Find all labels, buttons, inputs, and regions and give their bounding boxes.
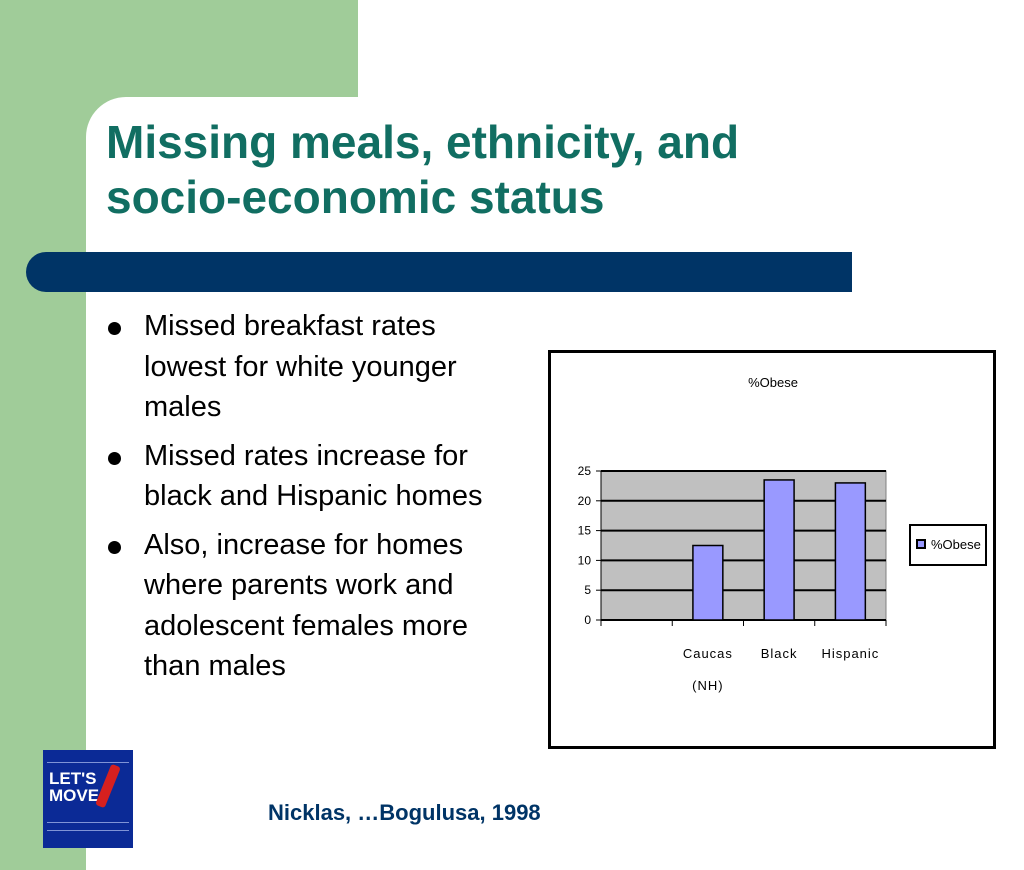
logo-text-line-2: MOVE: [49, 786, 100, 805]
y-tick-label: 5: [584, 583, 591, 597]
obesity-chart: %Obese 0 5 10 15 20 25 Caucas (NH) Black Hispanic%…: [548, 350, 996, 749]
logo-rule: [47, 830, 129, 831]
y-tick-label: 15: [578, 524, 592, 538]
bullet-text: Missed breakfast rates lowest for white …: [144, 310, 457, 423]
bar: [763, 479, 795, 621]
title-line-2: socio-economic status: [106, 171, 605, 223]
x-tick-label: (NH): [692, 678, 723, 693]
chart-svg: %Obese 0 5 10 15 20 25 Caucas (NH) Black Hispanic%…: [578, 375, 987, 693]
y-tick-label: 0: [584, 613, 591, 627]
bullet-dot-icon: [108, 451, 121, 465]
logo-rule: [47, 762, 129, 763]
bullet-dot-icon: [108, 322, 121, 335]
y-tick-label: 25: [578, 464, 592, 478]
chart-title: %Obese: [748, 375, 798, 390]
y-tick-label: 10: [578, 553, 592, 567]
x-tick-label: Black: [761, 646, 798, 661]
bullet-text: Missed rates increase for black and Hisp…: [144, 439, 483, 513]
bullet-dot-icon: [108, 540, 121, 554]
citation: Nicklas, …Bogulusa, 1998: [268, 800, 541, 825]
slide-title: Missing meals, ethnicity, and socio-econ…: [106, 115, 886, 225]
legend-swatch: [916, 539, 926, 549]
logo-rule: [47, 822, 129, 823]
green-left-strip: [0, 0, 86, 870]
bullet-item: Missed rates increase for black and Hisp…: [104, 436, 514, 517]
lets-move-logo: LET'S MOVE: [43, 750, 133, 848]
x-tick-label: Caucas: [683, 646, 733, 661]
bullet-list: Missed breakfast rates lowest for white …: [104, 306, 514, 695]
y-tick-label: 20: [578, 494, 592, 508]
bar: [692, 544, 724, 621]
title-divider-band: [26, 252, 852, 292]
legend-label: %Obese: [931, 537, 981, 552]
logo-text-line-1: LET'S: [49, 769, 97, 788]
logo-text: LET'S MOVE: [49, 770, 99, 804]
title-line-1: Missing meals, ethnicity, and: [106, 116, 740, 168]
bullet-item: Missed breakfast rates lowest for white …: [104, 306, 514, 428]
bar: [834, 482, 867, 621]
bullet-item: Also, increase for homes where parents w…: [104, 525, 514, 687]
bullet-text: Also, increase for homes where parents w…: [144, 528, 468, 683]
x-tick-label: Hispanic: [821, 646, 879, 661]
